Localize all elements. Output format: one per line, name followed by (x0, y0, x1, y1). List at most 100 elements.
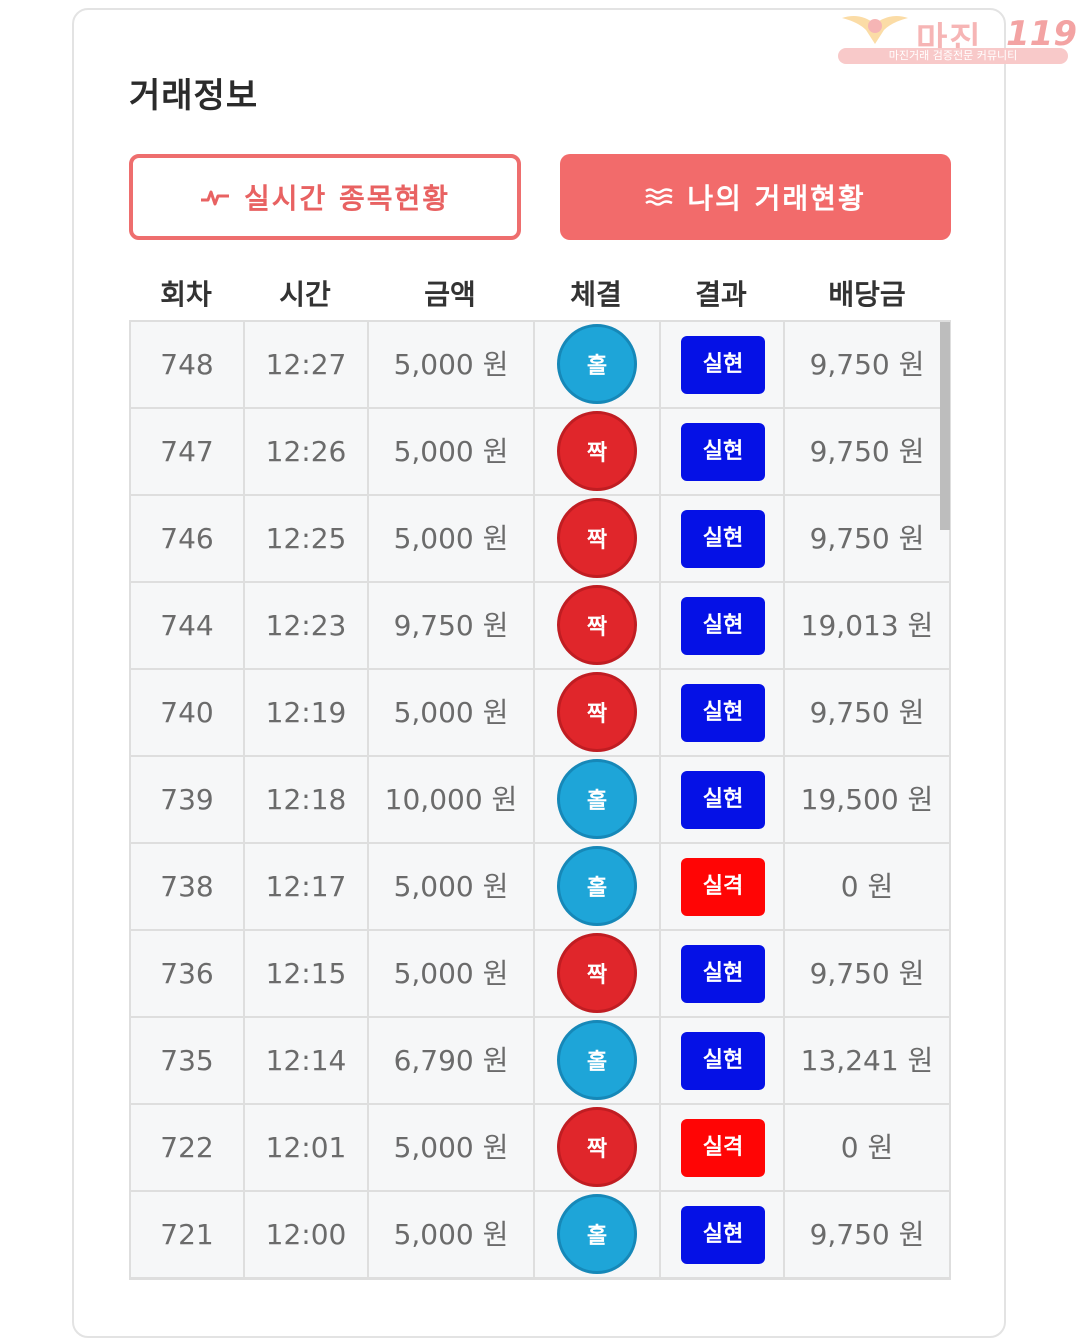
time-cell: 12:00 (245, 1192, 369, 1277)
realized-badge: 실현 (681, 1206, 765, 1264)
even-ball-badge: 짝 (557, 933, 637, 1013)
column-header-result: 결과 (695, 278, 747, 311)
execution-cell: 짝 (535, 496, 661, 581)
table-row: 747 12:26 5,000 원 짝 실현 9,750 원 (131, 409, 949, 496)
table-row: 748 12:27 5,000 원 홀 실현 9,750 원 (131, 322, 949, 409)
pulse-icon (200, 186, 230, 208)
even-ball-badge: 짝 (557, 585, 637, 665)
amount-cell: 5,000 원 (369, 1192, 535, 1277)
time-cell: 12:27 (245, 322, 369, 407)
column-header-amount: 금액 (424, 278, 476, 311)
payout-cell: 0 원 (840, 870, 894, 903)
column-header-time: 시간 (279, 278, 331, 311)
column-header-execution: 체결 (570, 278, 622, 311)
table-row: 739 12:18 10,000 원 홀 실현 19,500 원 (131, 757, 949, 844)
result-cell: 실현 (661, 409, 785, 494)
table-header: 회차 시간 금액 체결 결과 배당금 (129, 272, 951, 318)
realized-badge: 실현 (681, 684, 765, 742)
realized-badge: 실현 (681, 510, 765, 568)
amount-cell: 5,000 원 (369, 931, 535, 1016)
time-cell: 12:15 (245, 931, 369, 1016)
payout-cell: 19,013 원 (800, 609, 934, 642)
result-cell: 실현 (661, 496, 785, 581)
even-ball-badge: 짝 (557, 498, 637, 578)
amount-cell: 5,000 원 (369, 670, 535, 755)
odd-ball-badge: 홀 (557, 1194, 637, 1274)
execution-cell: 짝 (535, 583, 661, 668)
time-cell: 12:14 (245, 1018, 369, 1103)
table-row: 736 12:15 5,000 원 짝 실현 9,750 원 (131, 931, 949, 1018)
realized-badge: 실현 (681, 597, 765, 655)
my-trades-button[interactable]: 나의 거래현황 (560, 154, 951, 240)
amount-cell: 5,000 원 (369, 1105, 535, 1190)
waves-icon (645, 186, 673, 208)
time-cell: 12:23 (245, 583, 369, 668)
round-cell: 736 (131, 931, 245, 1016)
round-cell: 748 (131, 322, 245, 407)
watermark: 마진 119 마진거래 검증전문 커뮤니티 (836, 10, 1077, 66)
table-row: 721 12:00 5,000 원 홀 실현 9,750 원 (131, 1192, 949, 1278)
column-header-payout: 배당금 (828, 278, 906, 311)
odd-ball-badge: 홀 (557, 1020, 637, 1100)
odd-ball-badge: 홀 (557, 324, 637, 404)
round-cell: 738 (131, 844, 245, 929)
table-row: 740 12:19 5,000 원 짝 실현 9,750 원 (131, 670, 949, 757)
watermark-tagline: 마진거래 검증전문 커뮤니티 (838, 48, 1068, 64)
odd-ball-badge: 홀 (557, 846, 637, 926)
page-title: 거래정보 (129, 76, 259, 116)
execution-cell: 홀 (535, 757, 661, 842)
table-row: 735 12:14 6,790 원 홀 실현 13,241 원 (131, 1018, 949, 1105)
time-cell: 12:01 (245, 1105, 369, 1190)
time-cell: 12:18 (245, 757, 369, 842)
execution-cell: 홀 (535, 1018, 661, 1103)
table-row: 722 12:01 5,000 원 짝 실격 0 원 (131, 1105, 949, 1192)
result-cell: 실현 (661, 931, 785, 1016)
round-cell: 721 (131, 1192, 245, 1277)
round-cell: 747 (131, 409, 245, 494)
time-cell: 12:19 (245, 670, 369, 755)
result-cell: 실현 (661, 1018, 785, 1103)
trade-table[interactable]: 748 12:27 5,000 원 홀 실현 9,750 원 747 12:26 5,000 원… (129, 320, 951, 1280)
time-cell: 12:17 (245, 844, 369, 929)
result-cell: 실현 (661, 757, 785, 842)
odd-ball-badge: 홀 (557, 759, 637, 839)
payout-cell: 0 원 (840, 1131, 894, 1164)
amount-cell: 10,000 원 (369, 757, 535, 842)
payout-cell: 9,750 원 (809, 696, 925, 729)
disqualified-badge: 실격 (681, 858, 765, 916)
even-ball-badge: 짝 (557, 672, 637, 752)
column-header-round: 회차 (160, 278, 212, 311)
table-row: 744 12:23 9,750 원 짝 실현 19,013 원 (131, 583, 949, 670)
time-cell: 12:26 (245, 409, 369, 494)
execution-cell: 홀 (535, 844, 661, 929)
execution-cell: 짝 (535, 670, 661, 755)
payout-cell: 9,750 원 (809, 435, 925, 468)
eagle-seal-icon (842, 16, 908, 44)
even-ball-badge: 짝 (557, 411, 637, 491)
round-cell: 746 (131, 496, 245, 581)
payout-cell: 9,750 원 (809, 957, 925, 990)
live-status-button[interactable]: 실시간 종목현황 (129, 154, 521, 240)
round-cell: 740 (131, 670, 245, 755)
my-trades-label: 나의 거래현황 (687, 182, 866, 215)
result-cell: 실격 (661, 844, 785, 929)
realized-badge: 실현 (681, 771, 765, 829)
result-cell: 실현 (661, 322, 785, 407)
result-cell: 실현 (661, 1192, 785, 1277)
execution-cell: 홀 (535, 1192, 661, 1277)
payout-cell: 19,500 원 (800, 783, 934, 816)
result-cell: 실현 (661, 583, 785, 668)
payout-cell: 9,750 원 (809, 1218, 925, 1251)
payout-cell: 9,750 원 (809, 522, 925, 555)
live-status-label: 실시간 종목현황 (243, 182, 451, 215)
execution-cell: 짝 (535, 931, 661, 1016)
result-cell: 실격 (661, 1105, 785, 1190)
round-cell: 739 (131, 757, 245, 842)
execution-cell: 짝 (535, 1105, 661, 1190)
table-row: 738 12:17 5,000 원 홀 실격 0 원 (131, 844, 949, 931)
result-cell: 실현 (661, 670, 785, 755)
amount-cell: 9,750 원 (369, 583, 535, 668)
realized-badge: 실현 (681, 423, 765, 481)
table-scrollbar[interactable] (940, 322, 950, 530)
amount-cell: 5,000 원 (369, 322, 535, 407)
